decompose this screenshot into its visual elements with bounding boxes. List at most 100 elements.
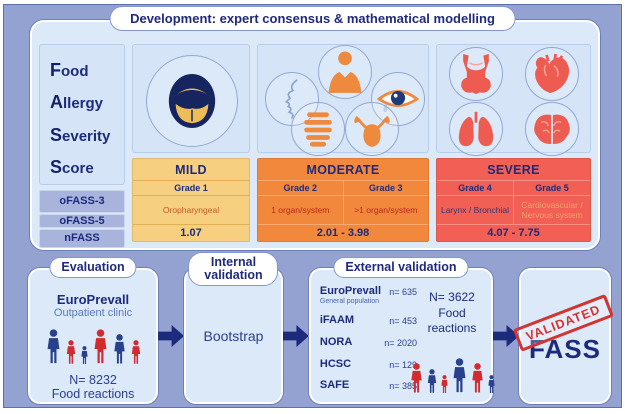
mild-grade-1: Grade 1 [174, 183, 208, 193]
gut-icon [291, 102, 345, 156]
study-name: EuroPrevall [319, 285, 382, 297]
external-total-n: N= 3622 [429, 290, 475, 304]
study-n: n= 385 [389, 381, 417, 392]
study-n: n= 453 [389, 316, 417, 327]
fass-label: FASS [529, 333, 601, 364]
external-total: N= 3622 Food reactions [419, 290, 485, 337]
development-title-pill: Development: expert consensus & mathemat… [109, 6, 516, 31]
study-name: HCSC [319, 357, 352, 370]
person-icon [410, 363, 422, 393]
mild-grade-row: Grade 1 [133, 180, 249, 195]
severe-grade-4: Grade 4 [458, 183, 492, 193]
scale-row-labels: oFASS-3 oFASS-5 nFASS [39, 189, 125, 248]
evaluation-content: EuroPrevall Outpatient clinic N= 8232 Fo… [30, 270, 156, 401]
validation-flow: Evaluation EuroPrevall Outpatient clinic… [28, 252, 614, 404]
evaluation-study-name: EuroPrevall [56, 292, 130, 307]
lungs-icon [449, 102, 503, 156]
mild-nfass-value: 1.07 [133, 224, 249, 241]
evaluation-study-subtitle: Outpatient clinic [53, 307, 133, 319]
study-row-safe: SAFE n= 385 [320, 380, 419, 392]
study-name: SAFE [319, 379, 350, 392]
person-icon [113, 334, 125, 364]
torso-icon [318, 45, 372, 99]
acronym-word-food: Food [50, 60, 89, 80]
severe-desc-row: Larynx / Bronchial Cardiovascular / Nerv… [437, 195, 590, 224]
mild-desc-row: Oropharyngeal [133, 195, 249, 224]
severe-column: SEVERE Grade 4 Grade 5 Larynx / Bronchia… [436, 44, 591, 242]
scale-label-ofass3: oFASS-3 [39, 189, 125, 213]
person-icon [453, 358, 465, 393]
study-n: n= 129 [389, 359, 417, 370]
severe-desc-grade5: Cardiovascular / Nervous system [513, 196, 590, 224]
moderate-table: MODERATE Grade 2 Grade 3 1 organ/system … [257, 158, 429, 242]
development-panel: Food Allergy Severity Score oFASS-3 oFAS… [30, 20, 600, 250]
uterus-icon [345, 102, 399, 156]
severe-icon-box [436, 44, 591, 156]
study-n: n= 2020 [384, 338, 417, 349]
mild-icon-box [132, 44, 250, 153]
larynx-icon [449, 47, 503, 101]
score-name-column: Food Allergy Severity Score oFASS-3 oFAS… [39, 44, 125, 248]
person-icon [66, 340, 75, 364]
moderate-desc-grade3: >1 organ/system [342, 196, 429, 224]
mild-header: MILD [175, 162, 207, 177]
severe-table: SEVERE Grade 4 Grade 5 Larynx / Bronchia… [436, 158, 591, 242]
person-icon [94, 329, 106, 364]
heart-icon [525, 47, 579, 101]
moderate-grade-row: Grade 2 Grade 3 [258, 180, 428, 195]
study-row-ifaam: iFAAM n= 453 [320, 315, 419, 327]
internal-validation-pill: Internal validation [188, 252, 279, 287]
moderate-column: MODERATE Grade 2 Grade 3 1 organ/system … [257, 44, 429, 242]
person-icon [471, 363, 483, 393]
result-box: VALIDATED FASS [512, 268, 614, 404]
person-icon [131, 340, 140, 364]
brain-icon-graphic [534, 114, 570, 144]
study-row-hcsc: HCSC n= 129 [319, 357, 419, 371]
result-content: VALIDATED FASS [512, 270, 614, 402]
larynx-icon-graphic [461, 53, 491, 95]
evaluation-pill: Evaluation [49, 257, 137, 279]
person-icon [80, 346, 88, 365]
scale-label-nfass: nFASS [39, 228, 125, 248]
score-acronym-box: Food Allergy Severity Score [39, 44, 125, 185]
study-name-block: EuroPrevall General population [319, 285, 382, 305]
evaluation-caption: Food reactions [51, 387, 135, 401]
external-people-icons [409, 358, 496, 394]
acronym-word-allergy: Allergy [50, 92, 104, 113]
severe-header: SEVERE [487, 162, 540, 177]
person-icon [440, 375, 448, 394]
study-name: iFAAM [319, 314, 355, 327]
moderate-grade-3: Grade 3 [342, 181, 429, 195]
torso-icon-graphic [328, 51, 362, 93]
external-validation-box: External validation EuroPrevall General … [308, 257, 495, 404]
gut-icon-graphic [304, 112, 332, 147]
person-icon [487, 375, 495, 394]
evaluation-people-icons [30, 327, 156, 365]
study-row-europrevall: EuroPrevall General population n= 635 [319, 285, 419, 305]
mild-desc-1: Oropharyngeal [162, 204, 220, 215]
external-validation-content: EuroPrevall General population n= 635 iF… [311, 270, 495, 402]
external-total-caption: Food reactions [427, 305, 477, 336]
scale-label-ofass5: oFASS-5 [39, 213, 125, 228]
uterus-icon-graphic [354, 115, 390, 148]
external-total-block: N= 3622 Food reactions [410, 286, 495, 396]
acronym-word-severity: Severity [50, 124, 111, 145]
moderate-desc-row: 1 organ/system >1 organ/system [258, 195, 428, 224]
mild-table: MILD Grade 1 Oropharyngeal 1.07 [132, 158, 250, 242]
moderate-icon-box [257, 44, 429, 156]
heart-icon-graphic [535, 53, 570, 94]
person-icon [427, 369, 436, 393]
evaluation-n-count: N= 8232 [69, 373, 117, 387]
mouth-icon-graphic [168, 73, 216, 129]
external-validation-pill: External validation [333, 257, 469, 279]
mild-column: MILD Grade 1 Oropharyngeal 1.07 [132, 44, 250, 242]
study-name: NORA [319, 336, 353, 349]
bootstrap-label: Bootstrap [203, 328, 264, 344]
severe-nfass-value: 4.07 - 7.75 [437, 224, 590, 241]
mouth-icon [146, 55, 238, 147]
external-studies-list: EuroPrevall General population n= 635 iF… [319, 285, 419, 396]
moderate-nfass-value: 2.01 - 3.98 [258, 224, 428, 241]
study-n: n= 635 [389, 287, 417, 297]
flow-arrow-1 [158, 324, 185, 348]
